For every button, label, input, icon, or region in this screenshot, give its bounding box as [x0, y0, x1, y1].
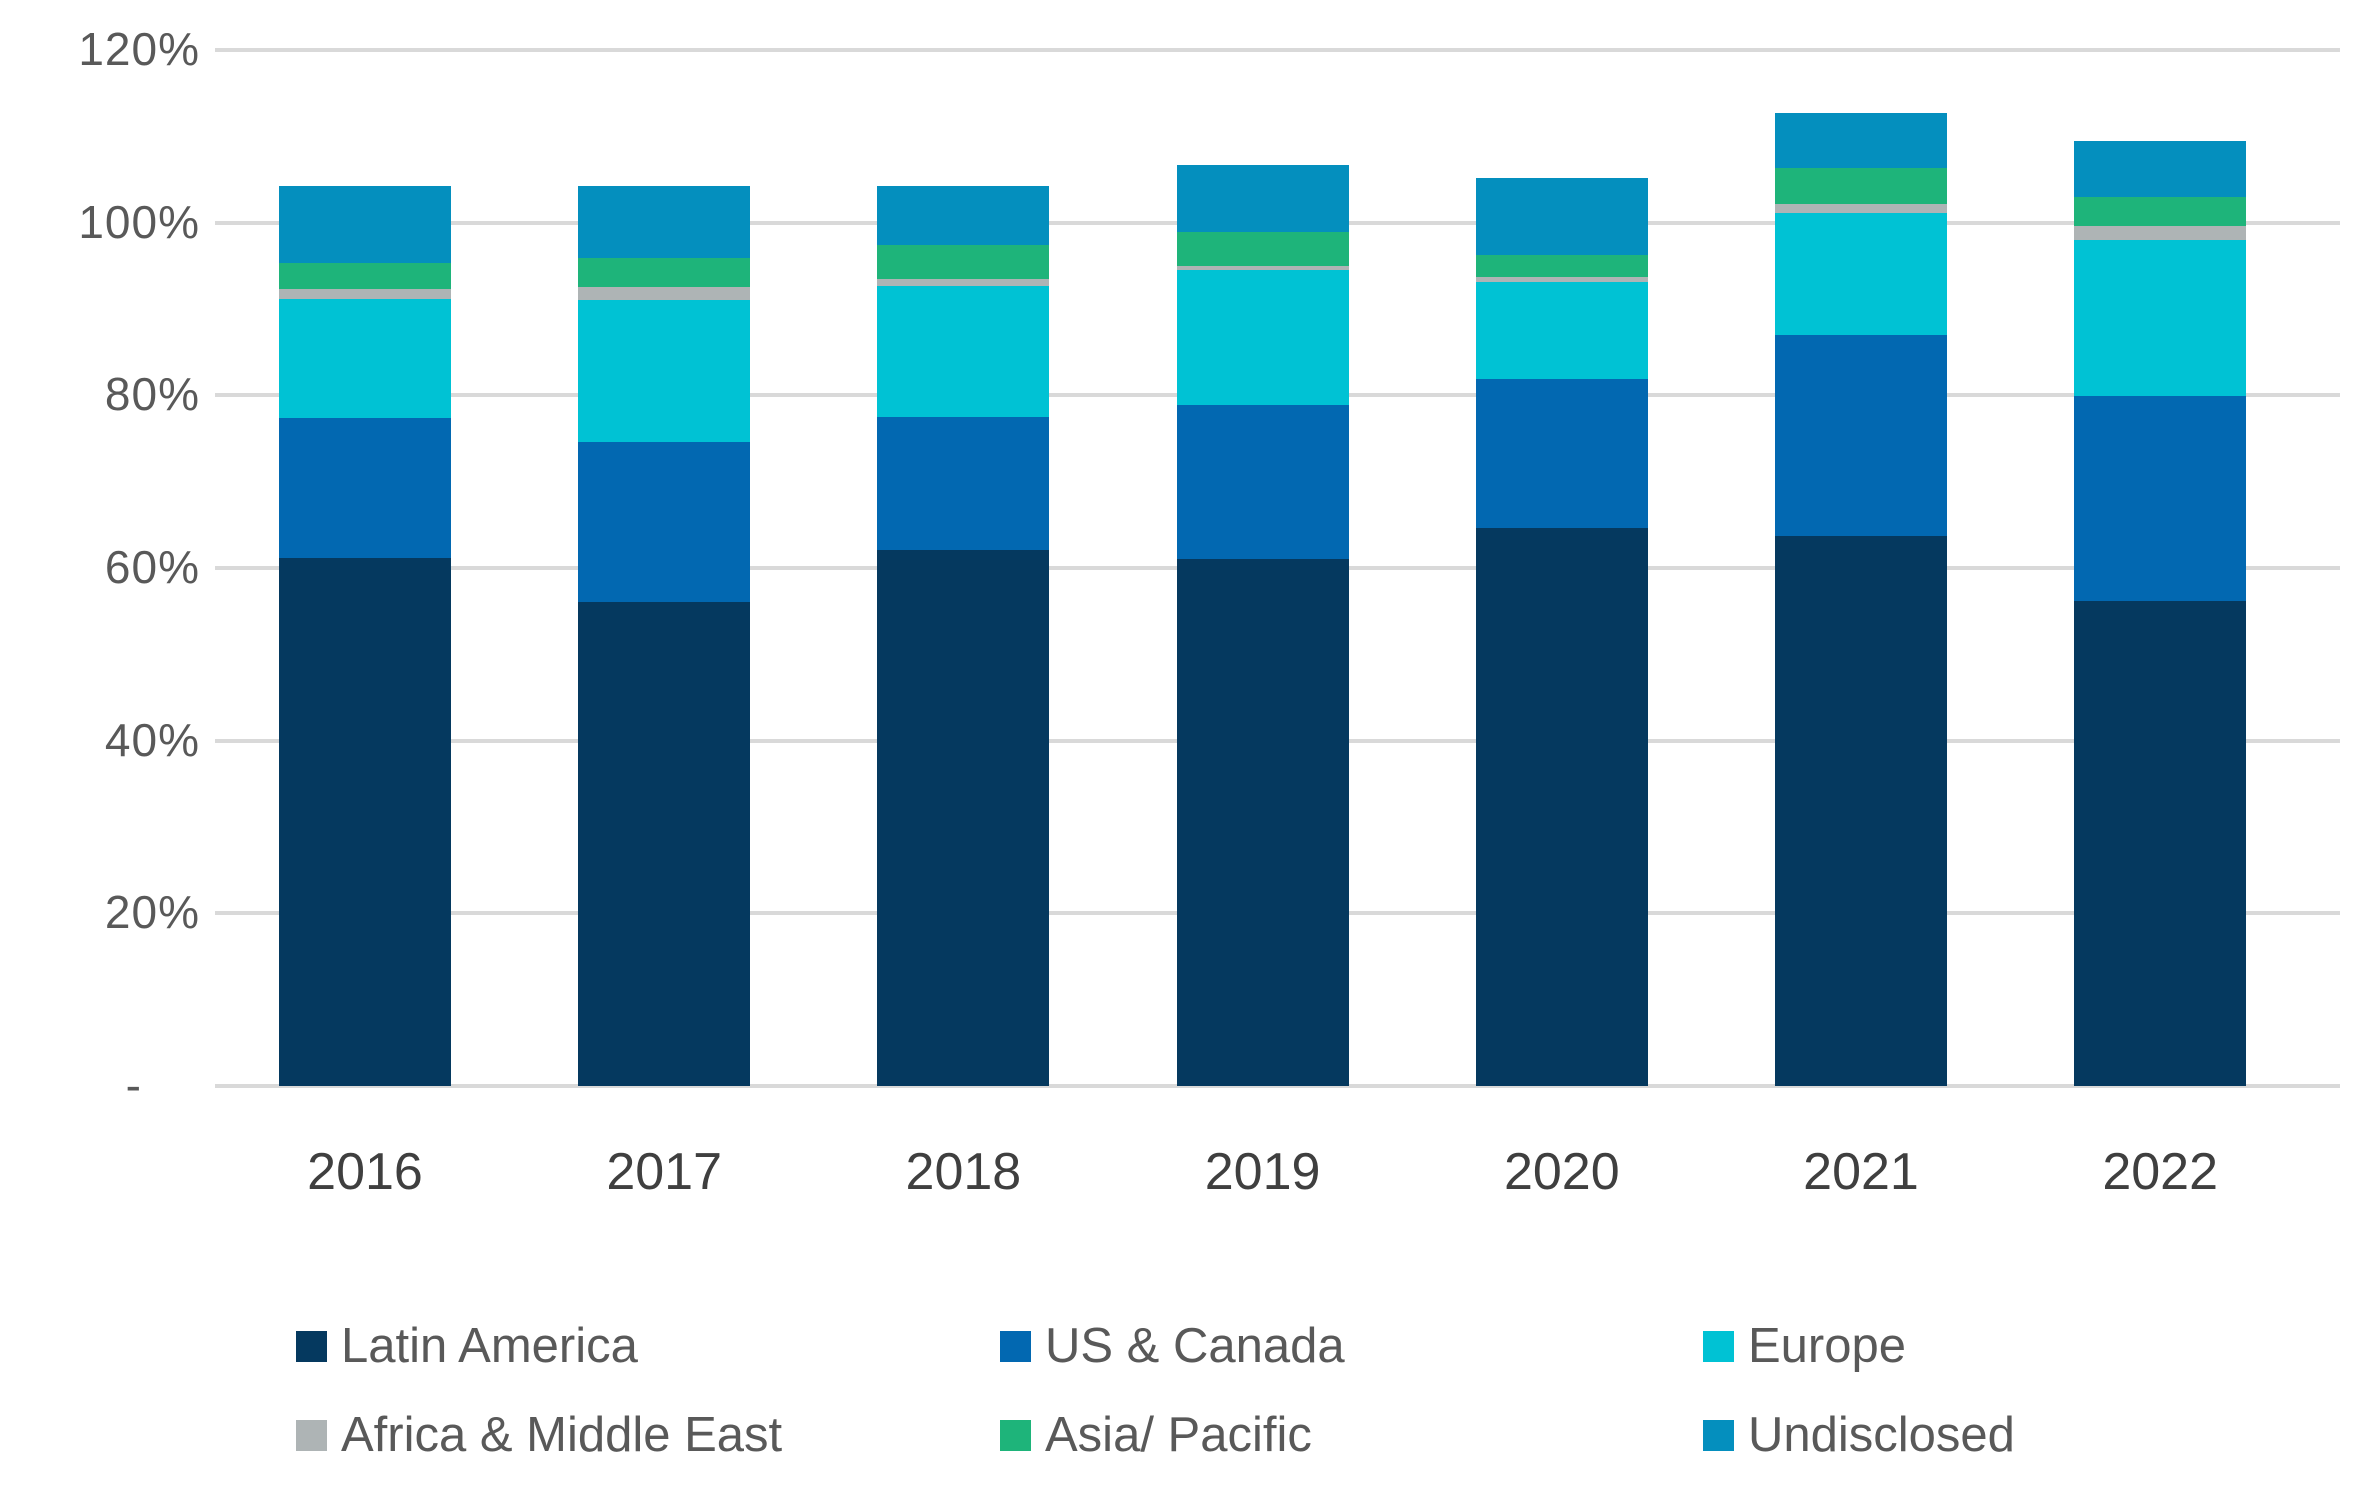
bar-2017 [578, 185, 751, 1086]
x-tick-label-2019: 2019 [1204, 1143, 1321, 1201]
segment-2020-asia-pacific [1475, 254, 1648, 278]
segment-2022-asia-pacific [2074, 196, 2247, 227]
segment-2018-europe [877, 285, 1050, 417]
segment-2016-europe [279, 298, 451, 418]
segment-2016-africa-middle-east [279, 289, 451, 299]
y-tick-label-20: 20% [104, 886, 200, 939]
segment-2020-us-canada [1475, 378, 1648, 529]
legend-label-asia-pacific: Asia/ Pacific [1045, 1408, 1312, 1462]
legend-swatch-africa-middle-east [296, 1419, 327, 1451]
segment-2017-europe [578, 299, 751, 442]
segment-2022-africa-middle-east [2074, 226, 2247, 240]
bar-2018 [877, 186, 1050, 1086]
segment-2017-undisclosed [578, 185, 751, 259]
segment-2019-asia-pacific [1176, 232, 1349, 266]
bar-2016 [279, 186, 451, 1086]
segment-2018-us-canada [877, 416, 1050, 550]
segment-2021-us-canada [1775, 334, 1947, 537]
segment-2019-latin-america [1176, 558, 1349, 1086]
legend-swatch-undisclosed [1703, 1419, 1734, 1451]
legend-swatch-asia-pacific [1000, 1419, 1031, 1451]
legend-swatch-us-canada [1000, 1330, 1031, 1362]
segment-2022-us-canada [2074, 396, 2247, 601]
x-tick-label-2022: 2022 [2102, 1143, 2219, 1201]
segment-2018-africa-middle-east [877, 278, 1050, 286]
segment-2021-undisclosed [1775, 113, 1947, 169]
x-tick-label-2016: 2016 [307, 1143, 423, 1201]
x-tick-label-2020: 2020 [1503, 1143, 1620, 1201]
y-tick-label-80: 80% [104, 368, 200, 421]
segment-2016-undisclosed [279, 186, 451, 264]
legend-item-us-canada: US & Canada [1000, 1318, 1345, 1374]
segment-2019-africa-middle-east [1176, 265, 1349, 271]
segment-2020-africa-middle-east [1475, 277, 1648, 283]
segment-2017-asia-pacific [578, 258, 751, 288]
legend-swatch-latin-america [296, 1330, 327, 1362]
segment-2016-us-canada [279, 417, 451, 558]
y-tick-label-40: 40% [104, 713, 200, 766]
segment-2020-europe [1475, 282, 1648, 379]
legend-label-latin-america: Latin America [341, 1319, 638, 1373]
legend-label-us-canada: US & Canada [1045, 1319, 1345, 1373]
legend-label-europe: Europe [1748, 1319, 1907, 1373]
x-tick-label-2017: 2017 [606, 1143, 723, 1201]
segment-2019-undisclosed [1176, 164, 1349, 233]
segment-2016-latin-america [279, 557, 451, 1086]
bar-2019 [1176, 164, 1349, 1086]
segment-2022-latin-america [2074, 600, 2247, 1086]
y-tick-label-120: 120% [78, 23, 200, 76]
bar-2021 [1775, 113, 1947, 1086]
y-tick-label-0: - [125, 1059, 142, 1111]
segment-2021-europe [1775, 213, 1947, 335]
x-tick-label-2018: 2018 [905, 1143, 1022, 1201]
legend-item-europe: Europe [1703, 1318, 1906, 1374]
y-tick-label-100: 100% [78, 195, 200, 248]
segment-2019-us-canada [1176, 404, 1349, 559]
legend-label-africa-middle-east: Africa & Middle East [341, 1408, 783, 1462]
gridline-0 [215, 1084, 2340, 1088]
x-tick-label-2021: 2021 [1803, 1143, 1919, 1201]
segment-2017-latin-america [578, 601, 751, 1086]
legend-item-africa-middle-east: Africa & Middle East [296, 1407, 782, 1463]
segment-2017-us-canada [578, 441, 751, 602]
y-tick-label-60: 60% [104, 541, 200, 594]
segment-2021-africa-middle-east [1775, 203, 1947, 214]
legend-swatch-europe [1703, 1330, 1734, 1362]
segment-2022-undisclosed [2074, 140, 2247, 197]
legend-item-latin-america: Latin America [296, 1318, 638, 1374]
segment-2016-asia-pacific [279, 263, 451, 290]
segment-2020-undisclosed [1475, 177, 1648, 255]
segment-2019-europe [1176, 270, 1349, 405]
gridline-120 [215, 48, 2340, 53]
legend-label-undisclosed: Undisclosed [1748, 1408, 2015, 1462]
legend-item-undisclosed: Undisclosed [1703, 1407, 2015, 1463]
segment-2021-latin-america [1775, 536, 1947, 1086]
segment-2021-asia-pacific [1775, 168, 1947, 204]
bar-2020 [1475, 177, 1648, 1086]
segment-2018-latin-america [877, 549, 1050, 1086]
segment-2018-asia-pacific [877, 245, 1050, 279]
segment-2022-europe [2074, 239, 2247, 397]
segment-2017-africa-middle-east [578, 287, 751, 300]
legend-item-asia-pacific: Asia/ Pacific [1000, 1407, 1312, 1463]
segment-2018-undisclosed [877, 186, 1050, 246]
segment-2020-latin-america [1475, 528, 1648, 1086]
bar-2022 [2074, 140, 2247, 1086]
